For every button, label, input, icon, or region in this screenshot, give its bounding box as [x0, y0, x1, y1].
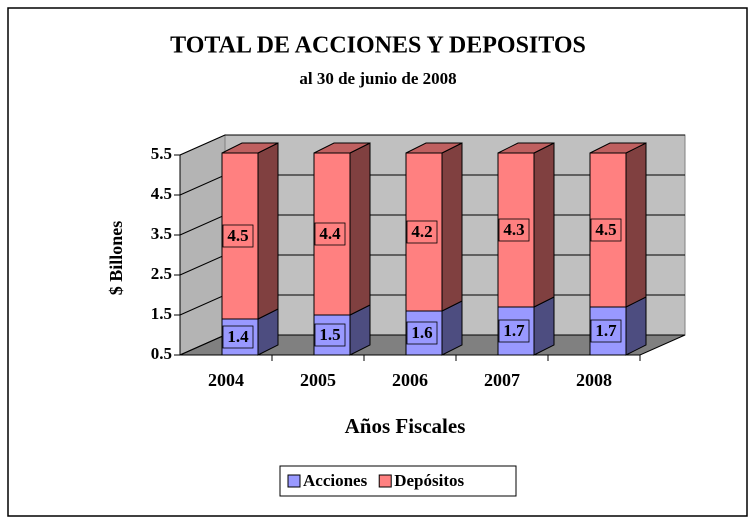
- bar-top: [221, 142, 279, 154]
- y-tick-label: 1.5: [151, 304, 172, 323]
- bar-top: [589, 142, 647, 154]
- bar-side: [533, 142, 555, 308]
- value-label-box: [590, 319, 622, 343]
- value-label-box: [498, 218, 530, 242]
- y-tick-label: 5.5: [151, 144, 172, 163]
- value-label-box: [590, 218, 622, 242]
- x-tick-label: 2005: [300, 370, 336, 390]
- bar-side: [349, 142, 371, 316]
- bar-top: [497, 142, 555, 154]
- x-tick-label: 2006: [392, 370, 428, 390]
- value-label-box: [314, 222, 346, 246]
- side-wall: [179, 134, 226, 356]
- value-label: 1.6: [411, 323, 432, 342]
- value-label: 4.4: [319, 224, 341, 243]
- bar-side: [257, 142, 279, 320]
- value-label: 4.2: [411, 222, 432, 241]
- legend-box: [279, 465, 517, 497]
- x-tick-label: 2004: [208, 370, 244, 390]
- x-axis-title: Años Fiscales: [345, 414, 466, 438]
- bar-side: [625, 142, 647, 308]
- bar-side: [441, 142, 463, 312]
- bar-top: [405, 142, 463, 154]
- x-tick-label: 2007: [484, 370, 520, 390]
- value-label: 1.7: [503, 321, 525, 340]
- value-label-box: [406, 321, 438, 345]
- legend: Acciones Depósitos: [287, 471, 464, 490]
- value-label-box: [222, 325, 254, 349]
- value-label: 1.4: [227, 327, 249, 346]
- y-tick-label: 2.5: [151, 264, 172, 283]
- y-tick-label: 0.5: [151, 344, 172, 363]
- y-axis-title: $ Billones: [106, 221, 126, 296]
- value-label: 4.5: [227, 226, 248, 245]
- chart-title: TOTAL DE ACCIONES Y DEPOSITOS: [170, 33, 586, 59]
- legend-swatch: [287, 474, 301, 488]
- value-label-box: [222, 224, 254, 248]
- grid-line: [179, 134, 685, 156]
- value-label-box: [406, 220, 438, 244]
- x-tick-label: 2008: [576, 370, 612, 390]
- chart-subtitle: al 30 de junio de 2008: [299, 69, 456, 88]
- value-label: 4.5: [595, 220, 616, 239]
- legend-label: Depósitos: [394, 471, 464, 490]
- y-tick-label: 3.5: [151, 224, 172, 243]
- legend-swatch: [378, 474, 392, 488]
- legend-label: Acciones: [303, 471, 368, 490]
- plot-area: 0.5 1.5 2.5 3.5 4.5 5.5 2004 1.4 4.5 2005 1.5 4.4 20…: [151, 134, 686, 390]
- value-label-box: [498, 319, 530, 343]
- bar-top: [313, 142, 371, 154]
- value-label: 1.5: [319, 325, 340, 344]
- y-tick-label: 4.5: [151, 184, 172, 203]
- value-label: 4.3: [503, 220, 524, 239]
- value-label: 1.7: [595, 321, 617, 340]
- value-label-box: [314, 323, 346, 347]
